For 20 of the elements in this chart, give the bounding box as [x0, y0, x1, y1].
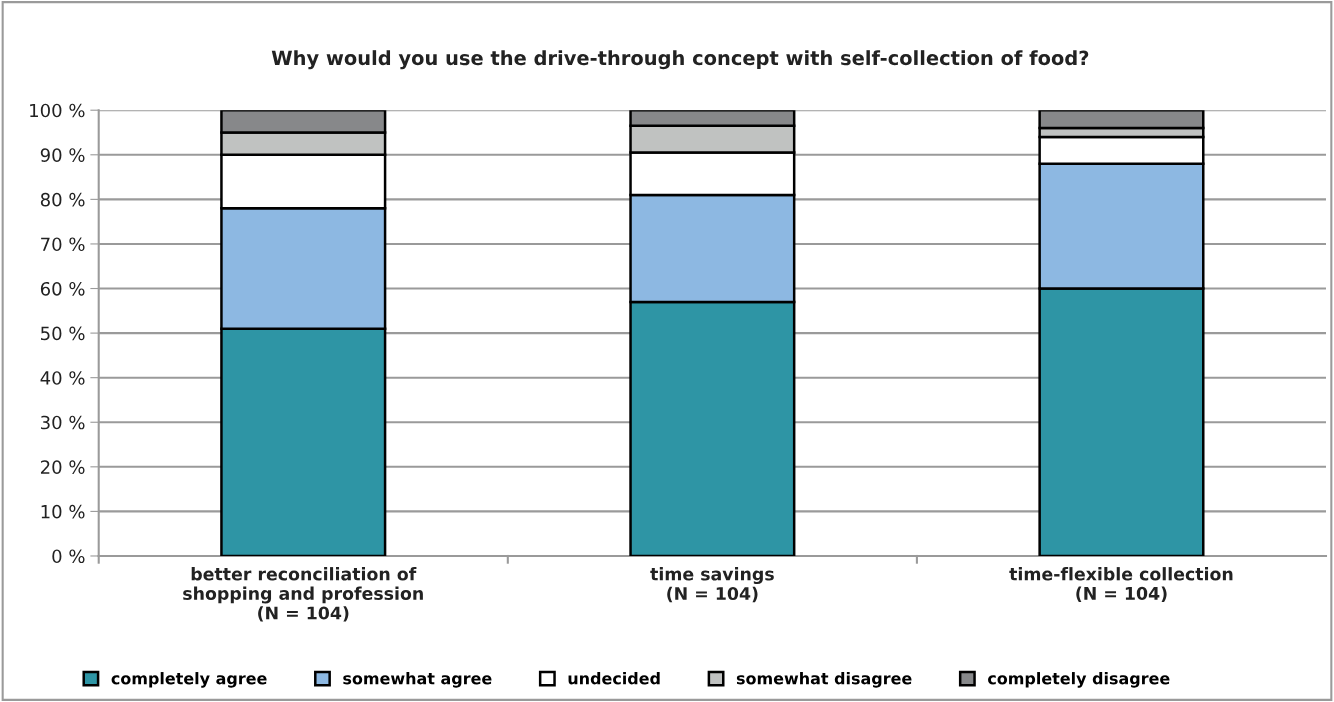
legend-label: somewhat disagree: [736, 672, 912, 688]
y-tick-label: 50 %: [41, 326, 85, 341]
y-tick-label: 70 %: [41, 237, 85, 252]
legend-label: completely disagree: [988, 672, 1170, 688]
y-tick-label: 90 %: [40, 148, 85, 162]
legend-label: undecided: [568, 672, 660, 685]
x-tick-label: time savings (N = 104): [650, 567, 774, 603]
y-tick-label: 80 %: [40, 192, 85, 207]
legend-label: completely agree: [111, 672, 267, 688]
y-tick-label: 30 %: [41, 415, 85, 430]
y-tick-label: 40 %: [40, 371, 85, 385]
x-tick-label: time-flexible collection (N = 104): [1009, 567, 1233, 603]
y-tick-label: 60 %: [40, 281, 85, 296]
y-tick-label: 0 %: [52, 549, 85, 564]
y-tick-label: 10 %: [41, 504, 85, 519]
x-tick-label: better reconciliation of shopping and profession (N = 104): [183, 567, 423, 622]
chart-title: Why would you use the drive-through concept with self-collection of food?: [271, 50, 1089, 70]
y-tick-label: 20 %: [40, 460, 85, 474]
legend-label: somewhat agree: [343, 672, 492, 688]
y-tick-label: 100 %: [30, 103, 85, 118]
